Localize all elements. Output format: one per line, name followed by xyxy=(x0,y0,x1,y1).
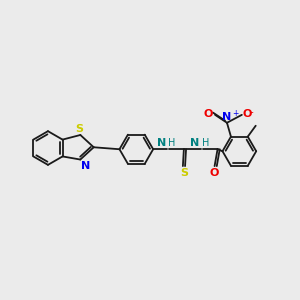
Text: -: - xyxy=(250,107,253,117)
Text: O: O xyxy=(243,109,252,119)
Text: H: H xyxy=(202,138,209,148)
Text: N: N xyxy=(157,138,166,148)
Text: N: N xyxy=(81,160,91,170)
Text: O: O xyxy=(210,168,219,178)
Text: N: N xyxy=(222,112,232,122)
Text: S: S xyxy=(180,168,188,178)
Text: S: S xyxy=(75,124,83,134)
Text: +: + xyxy=(232,109,238,118)
Text: N: N xyxy=(190,138,200,148)
Text: H: H xyxy=(168,138,176,148)
Text: O: O xyxy=(204,109,213,119)
